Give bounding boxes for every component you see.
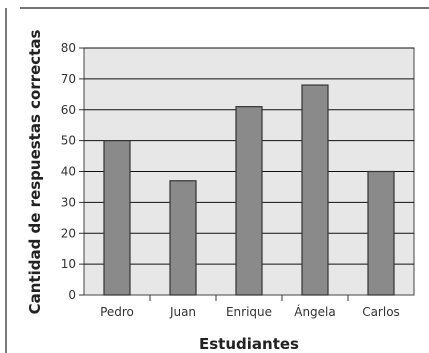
y-axis-title: Cantidad de respuestas correctas <box>26 30 44 315</box>
y-tick-label: 50 <box>61 134 76 148</box>
bar-ángela <box>301 84 329 296</box>
x-axis-title: Estudiantes <box>199 335 299 353</box>
x-tick-label: Ángela <box>294 304 336 319</box>
x-tick-label: Juan <box>169 305 196 319</box>
y-tick-label: 60 <box>61 103 76 117</box>
y-tick-label: 10 <box>61 257 76 271</box>
y-tick-label: 30 <box>61 195 76 209</box>
bar-enrique <box>235 106 263 296</box>
y-tick-label: 40 <box>61 165 76 179</box>
y-tick-label: 0 <box>68 288 76 302</box>
x-tick-label: Carlos <box>362 305 400 319</box>
y-tick-label: 80 <box>61 41 76 55</box>
x-axis-ticks: Pedro Juan Enrique Ángela Carlos <box>100 295 400 319</box>
y-tick-label: 20 <box>61 226 76 240</box>
x-tick-label: Pedro <box>100 305 134 319</box>
x-tick-label: Enrique <box>226 305 272 319</box>
bar-juan <box>169 180 197 296</box>
bar-carlos <box>367 170 395 296</box>
y-tick-label: 70 <box>61 72 76 86</box>
bars <box>103 84 395 296</box>
bar-pedro <box>103 140 131 296</box>
y-axis-ticks: 0 10 20 30 40 50 60 70 80 <box>61 41 84 302</box>
